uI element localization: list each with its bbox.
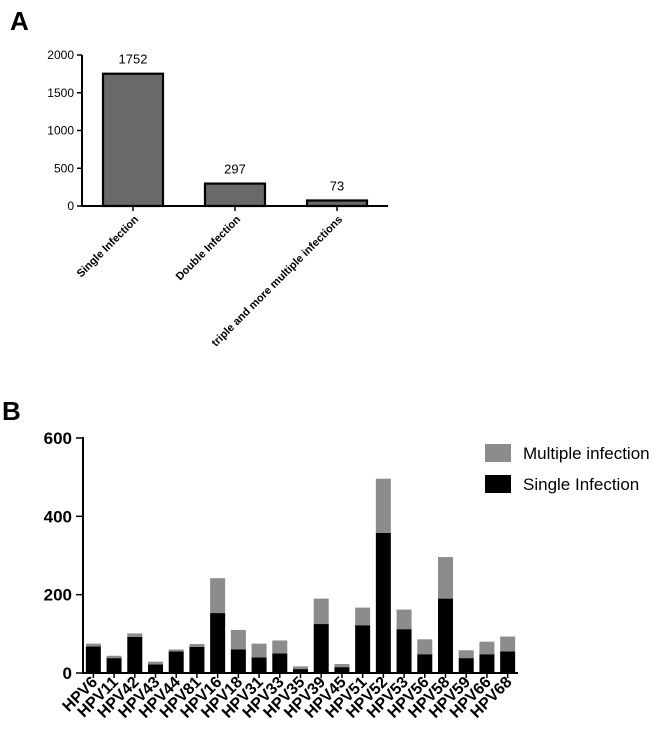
bar-multi-HPV53 (396, 609, 412, 630)
y-tick-label-b: 200 (44, 586, 72, 605)
chart-b: B 0200400600HPV6HPV11HPV42HPV43HPV44HPV8… (2, 396, 650, 722)
bar-multi-HPV35 (293, 666, 308, 670)
data-label-a: 1752 (119, 52, 148, 67)
bar-multi-HPV43 (148, 661, 163, 665)
bar-single-HPV52 (375, 532, 391, 673)
bar-single-HPV43 (148, 664, 163, 673)
y-tick-label-a: 1000 (47, 124, 74, 138)
bar-single-HPV11 (106, 658, 122, 673)
panel-a-label: A (10, 6, 29, 36)
bar-single-HPV18 (230, 649, 246, 673)
bar-multi-HPV16 (210, 578, 226, 614)
bar-single-HPV16 (210, 613, 226, 673)
bar-single-HPV39 (313, 624, 329, 673)
bar-multi-HPV51 (355, 607, 371, 626)
y-tick-label-b: 600 (44, 429, 72, 448)
bar-multi-HPV44 (168, 649, 184, 652)
y-tick-label-b: 0 (63, 664, 72, 683)
chart-a: A 0 500 1000 1500 2000 1752 Single Infection 29… (10, 6, 388, 349)
y-tick-label-a: 0 (67, 199, 74, 213)
y-tick-label-b: 400 (44, 507, 72, 526)
bar-multi-HPV59 (458, 650, 474, 659)
bar-single-HPV56 (417, 654, 433, 673)
legend-label: Multiple infection (523, 444, 650, 463)
bar-single-HPV53 (396, 629, 412, 673)
bar-single-HPV35 (293, 669, 308, 673)
bar-multi-HPV39 (313, 598, 329, 625)
panel-b-label: B (2, 396, 21, 426)
bar-single-HPV6 (85, 646, 101, 673)
bar-multi-HPV66 (479, 641, 495, 655)
bar-a-2 (203, 182, 267, 208)
legend-swatch (485, 444, 511, 462)
data-label-a: 73 (330, 178, 344, 193)
bar-multi-HPV33 (272, 640, 288, 654)
bar-multi-HPV45 (334, 663, 350, 668)
bar-multi-HPV42 (127, 633, 143, 637)
bar-a-3 (305, 199, 369, 208)
bar-single-HPV66 (479, 654, 495, 673)
bar-single-HPV42 (127, 636, 143, 673)
bar-multi-HPV58 (438, 557, 453, 599)
bar-single-HPV45 (334, 667, 350, 673)
legend-swatch (485, 475, 511, 493)
bar-multi-HPV56 (417, 639, 433, 655)
bar-multi-HPV52 (375, 478, 391, 533)
legend-label: Single Infection (523, 475, 639, 494)
bar-multi-HPV68 (500, 636, 516, 652)
bar-single-HPV44 (168, 651, 184, 673)
bar-multi-HPV11 (106, 655, 122, 659)
bar-single-HPV58 (438, 598, 453, 673)
bar-single-HPV81 (189, 646, 205, 673)
y-tick-label-a: 500 (54, 161, 74, 175)
bar-single-HPV31 (251, 657, 267, 673)
bar-single-HPV51 (355, 625, 371, 673)
bar-single-HPV33 (272, 653, 288, 673)
x-tick-label-a: Double Infection (174, 213, 244, 283)
y-tick-label-a: 1500 (47, 86, 74, 100)
bar-a-1 (101, 72, 165, 208)
y-tick-label-a: 2000 (47, 48, 74, 62)
data-label-a: 297 (224, 162, 246, 177)
bar-multi-HPV6 (85, 643, 101, 647)
bar-single-HPV59 (458, 658, 474, 673)
x-tick-label-a: Single Infection (75, 213, 142, 280)
bar-single-HPV68 (500, 651, 516, 673)
bar-multi-HPV31 (251, 643, 267, 658)
bar-multi-HPV18 (230, 629, 246, 650)
bar-multi-HPV81 (189, 644, 205, 647)
